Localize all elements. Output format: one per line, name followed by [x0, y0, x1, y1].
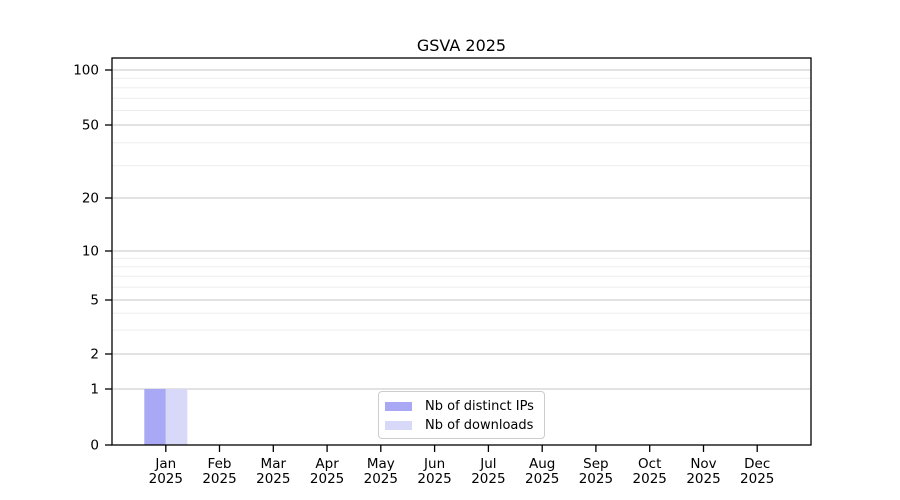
x-tick-label-jan: Jan 2025: [149, 456, 183, 487]
bar-downloads-jan: [165, 389, 188, 445]
x-tick-label-oct: Oct 2025: [633, 456, 667, 487]
legend-box: Nb of distinct IPs Nb of downloads: [378, 391, 545, 439]
x-tick-label-aug: Aug 2025: [525, 456, 559, 487]
x-tick-label-jul: Jul 2025: [471, 456, 505, 487]
x-tick-label-nov: Nov 2025: [686, 456, 720, 487]
bar-distinct-ips-jan: [144, 389, 166, 445]
x-tick-label-apr: Apr 2025: [310, 456, 344, 487]
legend-item-downloads: Nb of downloads: [385, 416, 536, 435]
x-tick-label-sep: Sep 2025: [579, 456, 613, 487]
y-tick-label-50: 50: [82, 118, 99, 134]
y-tick-label-0: 0: [90, 438, 99, 454]
legend-label-distinct-ips: Nb of distinct IPs: [425, 399, 534, 414]
x-tick-label-may: May 2025: [364, 456, 398, 487]
y-tick-label-5: 5: [90, 293, 99, 309]
x-tick-label-dec: Dec 2025: [740, 456, 774, 487]
legend-item-distinct-ips: Nb of distinct IPs: [385, 397, 536, 416]
x-tick-label-jun: Jun 2025: [417, 456, 451, 487]
chart-title: GSVA 2025: [416, 36, 507, 55]
y-tick-label-20: 20: [82, 191, 99, 207]
y-tick-label-1: 1: [90, 382, 99, 398]
y-tick-label-10: 10: [82, 244, 99, 260]
x-tick-label-feb: Feb 2025: [202, 456, 236, 487]
legend-label-downloads: Nb of downloads: [425, 418, 534, 433]
y-tick-label-100: 100: [73, 63, 99, 79]
legend-swatch-downloads: [385, 421, 412, 430]
x-tick-label-mar: Mar 2025: [256, 456, 290, 487]
legend-swatch-distinct-ips: [385, 402, 412, 411]
y-tick-label-2: 2: [90, 347, 99, 363]
